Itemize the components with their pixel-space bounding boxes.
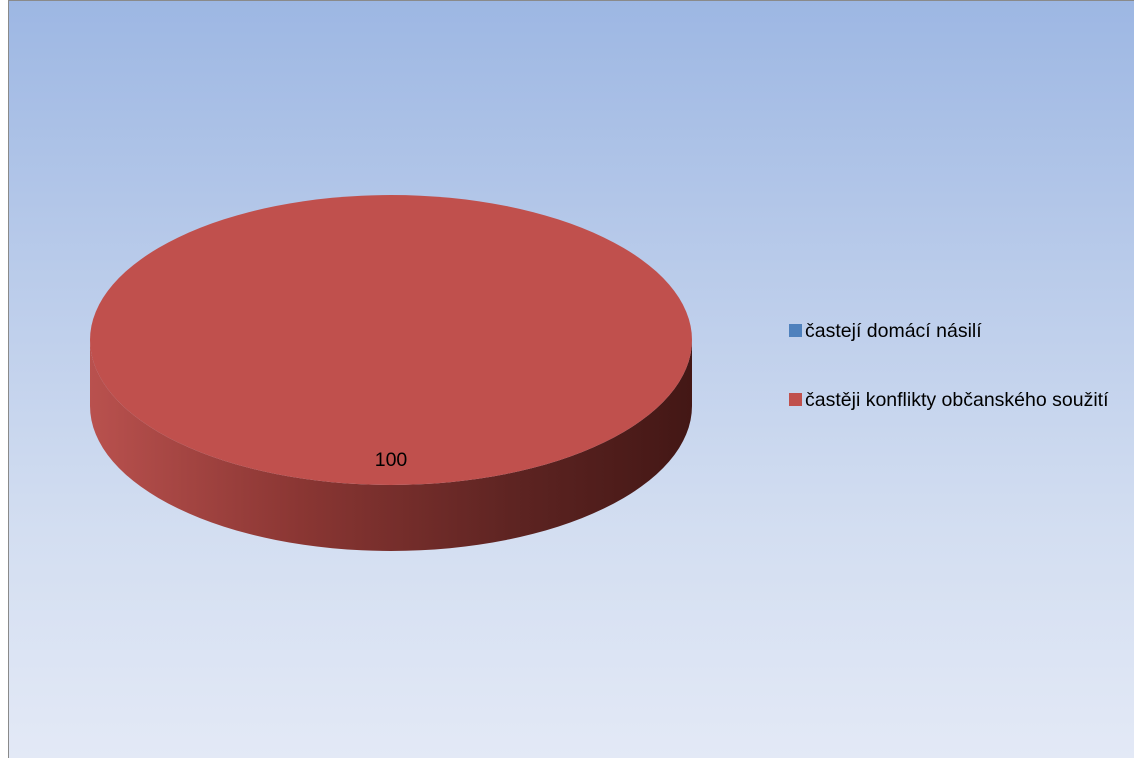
- legend: častejí domácí násilí častěji konflikty …: [789, 318, 1129, 413]
- legend-label-1: častejí domácí násilí: [805, 320, 982, 342]
- pie-slice-2: [90, 195, 692, 485]
- legend-item-2: častěji konflikty občanského soužití: [789, 387, 1129, 413]
- legend-swatch-2: [789, 393, 802, 406]
- pie-slices: [90, 195, 692, 551]
- legend-item-1: častejí domácí násilí: [789, 318, 1129, 344]
- legend-label-2: častěji konflikty občanského soužití: [805, 389, 1109, 411]
- data-label-slice-2: 100: [374, 449, 408, 471]
- legend-swatch-1: [789, 324, 802, 337]
- pie-side: [90, 340, 692, 551]
